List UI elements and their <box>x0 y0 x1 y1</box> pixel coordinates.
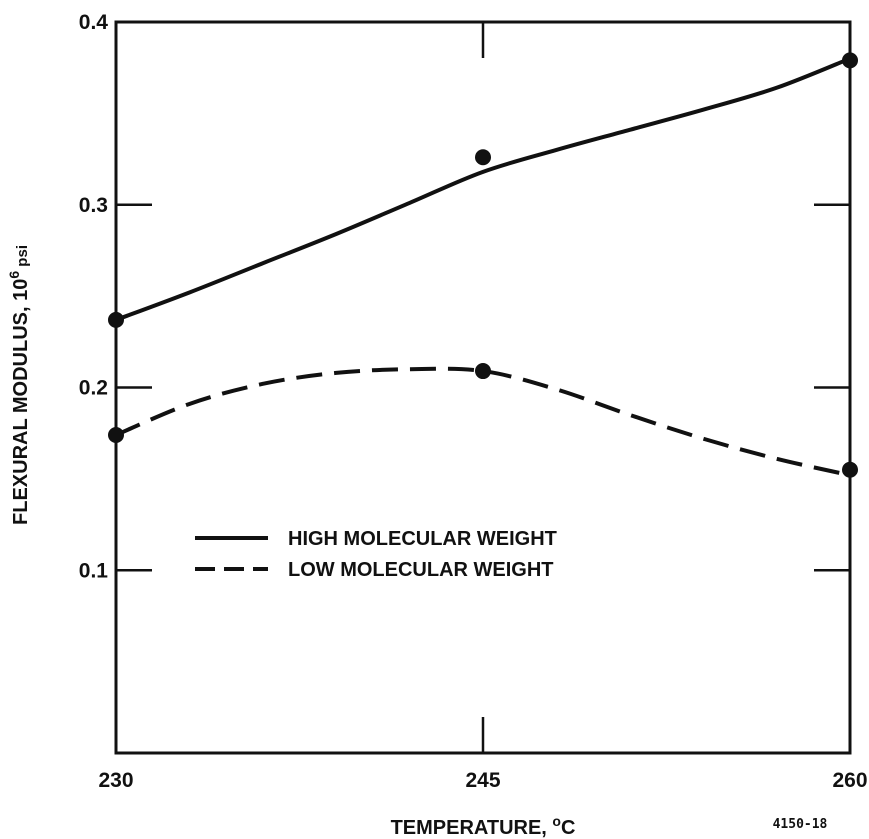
data-point-low <box>108 427 124 444</box>
legend-label-low: LOW MOLECULAR WEIGHT <box>288 559 554 581</box>
x-tick-label: 260 <box>832 769 867 792</box>
data-point-low <box>475 363 491 380</box>
data-point-high <box>842 52 858 69</box>
legend: HIGH MOLECULAR WEIGHT LOW MOLECULAR WEIG… <box>195 528 557 581</box>
x-tick-label: 245 <box>465 769 500 792</box>
tick-marks <box>116 20 850 753</box>
data-point-high <box>108 311 124 328</box>
tick-labels: 0.1 0.2 0.3 0.4 230 245 260 <box>79 11 868 792</box>
y-tick-label: 0.2 <box>79 377 108 400</box>
y-axis-title-sup: 6 <box>6 271 22 279</box>
figure-reference: 4150-18 <box>773 817 828 832</box>
y-tick-label: 0.1 <box>79 559 109 582</box>
legend-label-high: HIGH MOLECULAR WEIGHT <box>288 528 557 550</box>
y-axis-title-unit: psi <box>14 245 31 271</box>
series-line-low <box>115 366 851 478</box>
y-tick-label: 0.4 <box>79 11 109 34</box>
plot-frame <box>114 20 852 755</box>
y-tick-label: 0.3 <box>79 194 108 217</box>
data-point-high <box>475 149 491 166</box>
series-line-high <box>115 56 851 322</box>
x-axis-title: TEMPERATURE, oC <box>391 813 576 839</box>
y-axis-title-main: FLEXURAL MODULUS, 10 <box>10 279 32 525</box>
series-layer <box>108 52 858 478</box>
data-point-low <box>842 461 858 478</box>
y-axis-title: FLEXURAL MODULUS, 106 psi <box>6 245 32 525</box>
x-tick-label: 230 <box>98 769 133 792</box>
